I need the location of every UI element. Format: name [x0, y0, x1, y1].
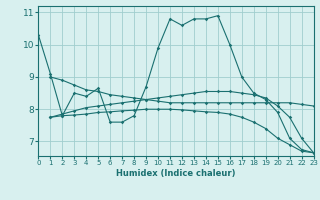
- X-axis label: Humidex (Indice chaleur): Humidex (Indice chaleur): [116, 169, 236, 178]
